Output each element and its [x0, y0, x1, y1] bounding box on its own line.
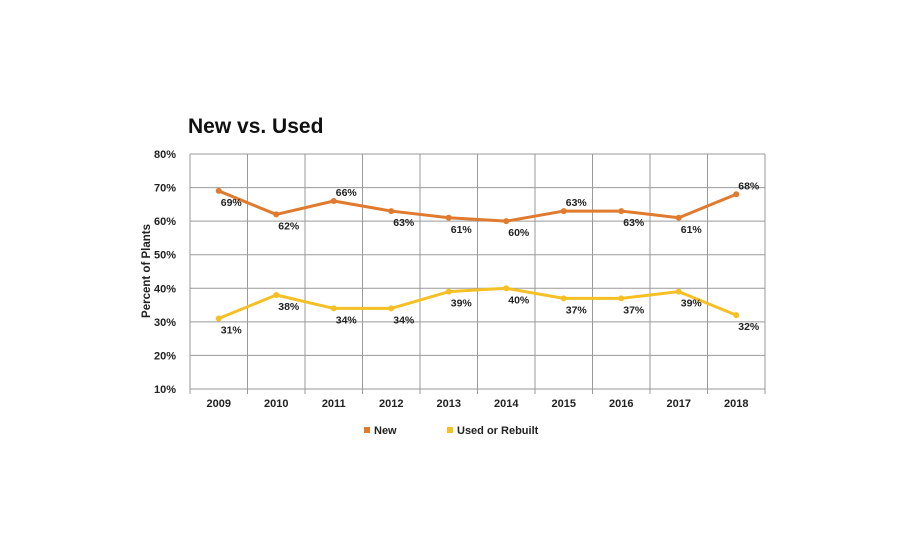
grid [189, 153, 766, 394]
data-point [503, 218, 510, 225]
data-point [445, 214, 452, 221]
data-label: 32% [738, 321, 760, 333]
data-point [675, 214, 682, 221]
data-label: 66% [336, 187, 358, 199]
data-point [445, 288, 452, 295]
data-point [215, 315, 222, 322]
legend-swatch [447, 427, 453, 433]
data-label: 38% [278, 301, 300, 313]
data-label: 61% [451, 224, 473, 236]
data-label: 34% [393, 314, 415, 326]
data-point [503, 285, 510, 292]
x-tick-label: 2011 [322, 398, 346, 410]
y-tick-label: 60% [154, 216, 176, 228]
y-tick-label: 20% [154, 350, 176, 362]
x-tick-label: 2010 [264, 398, 288, 410]
data-label: 69% [221, 197, 243, 209]
data-point [330, 305, 337, 312]
y-tick-label: 80% [154, 149, 176, 161]
chart-title: New vs. Used [188, 115, 323, 138]
data-label: 40% [508, 294, 530, 306]
data-label: 63% [393, 217, 415, 229]
data-point [388, 208, 395, 215]
data-label: 60% [508, 227, 530, 239]
data-point [388, 305, 395, 312]
y-tick-label: 10% [154, 384, 176, 396]
data-label: 39% [451, 298, 473, 310]
data-point [675, 288, 682, 295]
data-label: 34% [336, 314, 358, 326]
data-label: 39% [681, 298, 703, 310]
y-axis-label: Percent of Plants [141, 224, 153, 318]
data-label: 37% [623, 304, 645, 316]
data-point [273, 292, 280, 298]
data-label: 61% [681, 224, 703, 236]
x-tick-label: 2013 [437, 398, 461, 410]
y-tick-label: 50% [154, 250, 176, 262]
y-ticks: 80% 70% 60% 50% 40% 30% 20% 10% [154, 149, 176, 396]
x-tick-label: 2014 [494, 398, 519, 410]
data-label: 31% [221, 325, 243, 337]
series-group: 69% 62% 66% 63% 61% 60% 63% 63% 61% 68% 31% 38% 34% 3… [215, 180, 760, 337]
data-label: 62% [278, 220, 300, 232]
data-point [215, 187, 222, 194]
data-label: 37% [566, 304, 588, 316]
x-tick-label: 2016 [609, 398, 633, 410]
legend-label: New [374, 425, 397, 437]
y-tick-label: 30% [154, 317, 176, 329]
legend-label: Used or Rebuilt [457, 425, 539, 437]
series-line-0 [218, 189, 737, 223]
y-tick-label: 40% [154, 283, 176, 295]
data-point [618, 208, 625, 215]
data-point [330, 198, 337, 204]
data-point [273, 211, 280, 218]
x-tick-label: 2012 [379, 398, 403, 410]
y-tick-label: 70% [154, 183, 176, 195]
legend: New Used or Rebuilt [364, 425, 539, 437]
data-point [560, 208, 567, 215]
x-tick-label: 2018 [724, 398, 748, 410]
x-ticks: 2009 2010 2011 2012 2013 2014 2015 2016 2017 2018 [207, 398, 749, 410]
legend-swatch [364, 427, 370, 433]
data-label: 68% [738, 180, 760, 192]
data-label: 63% [623, 217, 645, 229]
data-point [560, 295, 567, 302]
data-point [618, 295, 625, 302]
data-point [733, 191, 740, 198]
x-tick-label: 2015 [552, 398, 576, 410]
x-tick-label: 2009 [207, 398, 231, 410]
series-line-1 [218, 286, 737, 320]
data-label: 63% [566, 197, 588, 209]
data-point [733, 312, 740, 319]
x-tick-label: 2017 [667, 398, 691, 410]
